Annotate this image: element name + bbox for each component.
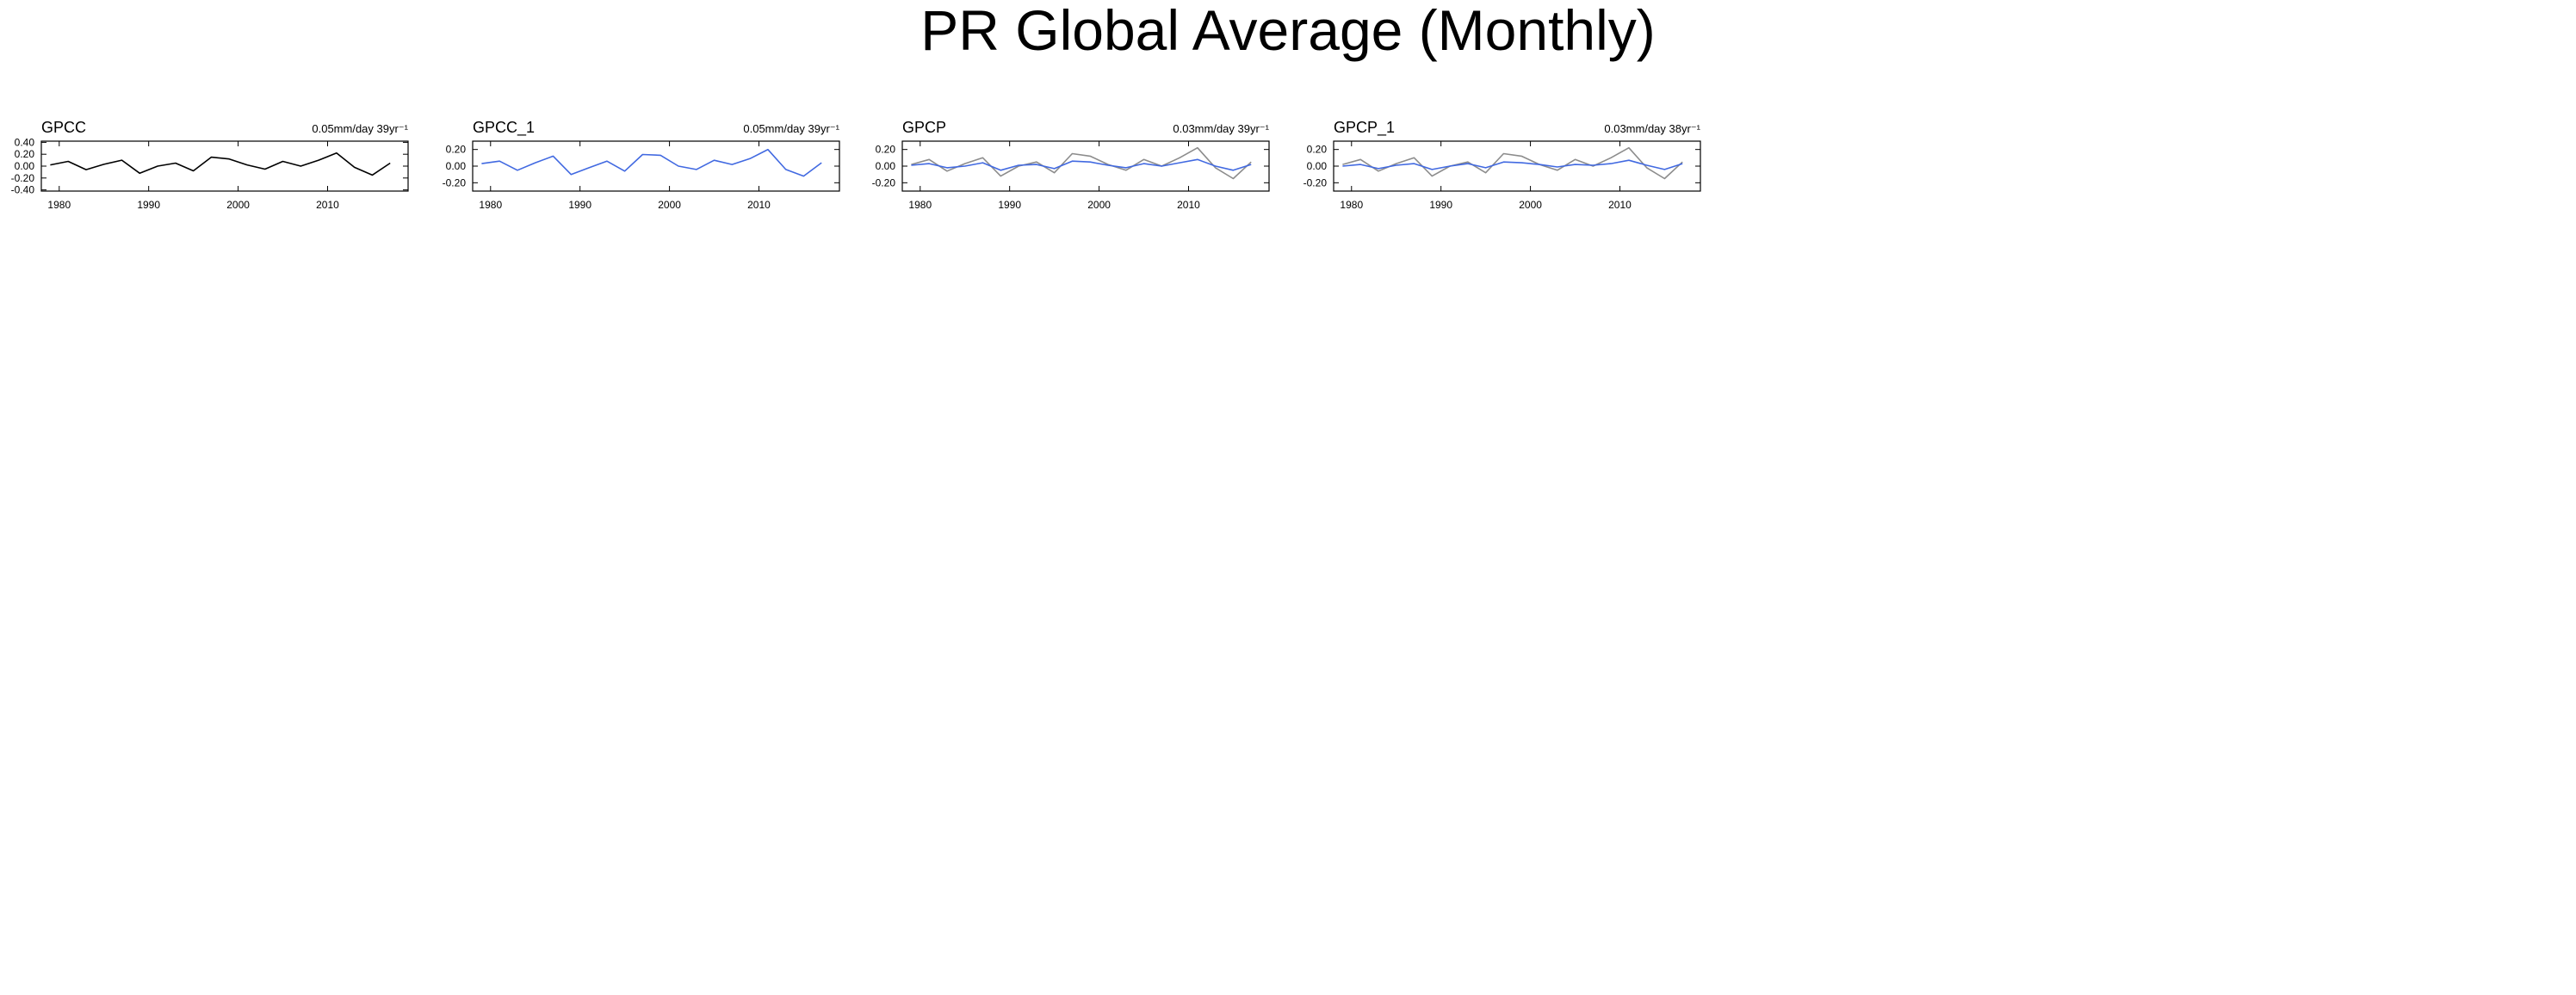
trend-annotation: 0.05mm/day 39yr⁻¹ — [743, 122, 839, 135]
x-tick-label: 1980 — [908, 199, 932, 211]
plot-frame — [472, 140, 840, 192]
y-tick-label: 0.20 — [876, 144, 896, 156]
page-title: PR Global Average (Monthly) — [920, 0, 1656, 62]
series-line — [1342, 159, 1683, 170]
trend-annotation: 0.05mm/day 39yr⁻¹ — [312, 122, 408, 135]
plot-frame — [1333, 140, 1701, 192]
y-tick-label: 0.20 — [446, 144, 467, 156]
series-line — [1342, 146, 1683, 180]
y-tick-label: -0.20 — [1303, 176, 1328, 188]
y-tick-label: 0.00 — [876, 160, 896, 172]
y-tick-label: 0.00 — [15, 160, 35, 172]
panel-title: GPCP_1 — [1334, 119, 1395, 137]
x-tick-label: 2000 — [658, 199, 681, 211]
x-tick-label: 1980 — [1340, 199, 1363, 211]
x-tick-label: 2000 — [226, 199, 250, 211]
y-tick-label: 0.00 — [446, 160, 467, 172]
panel-title: GPCC_1 — [473, 119, 535, 137]
trend-annotation: 0.03mm/day 38yr⁻¹ — [1604, 122, 1700, 135]
y-tick-label: 0.00 — [1307, 160, 1328, 172]
trend-annotation: 0.03mm/day 39yr⁻¹ — [1173, 122, 1269, 135]
y-tick-label: -0.20 — [11, 172, 35, 184]
series-line — [50, 152, 391, 176]
x-tick-label: 1990 — [1429, 199, 1452, 211]
panel-title: GPCP — [902, 119, 946, 136]
series-line — [911, 146, 1252, 180]
series-line — [911, 158, 1252, 171]
y-tick-label: 0.20 — [15, 148, 35, 160]
x-tick-label: 1990 — [998, 199, 1021, 211]
panel-title: GPCC — [41, 119, 86, 136]
x-tick-label: 2000 — [1519, 199, 1542, 211]
y-tick-label: -0.20 — [443, 176, 467, 188]
x-tick-label: 1990 — [568, 199, 591, 211]
plot-frame — [40, 140, 409, 192]
x-tick-label: 1990 — [137, 199, 160, 211]
x-tick-label: 2000 — [1087, 199, 1111, 211]
x-tick-label: 1980 — [479, 199, 502, 211]
x-tick-label: 2010 — [1177, 199, 1200, 211]
x-tick-label: 1980 — [47, 199, 71, 211]
x-tick-label: 2010 — [1608, 199, 1632, 211]
x-tick-label: 2010 — [747, 199, 771, 211]
series-line — [481, 148, 822, 177]
y-tick-label: 0.20 — [1307, 144, 1328, 156]
x-tick-label: 2010 — [316, 199, 339, 211]
plot-frame — [901, 140, 1270, 192]
y-tick-label: -0.20 — [872, 176, 896, 188]
y-tick-label: 0.40 — [15, 136, 35, 148]
y-tick-label: -0.40 — [11, 184, 35, 196]
